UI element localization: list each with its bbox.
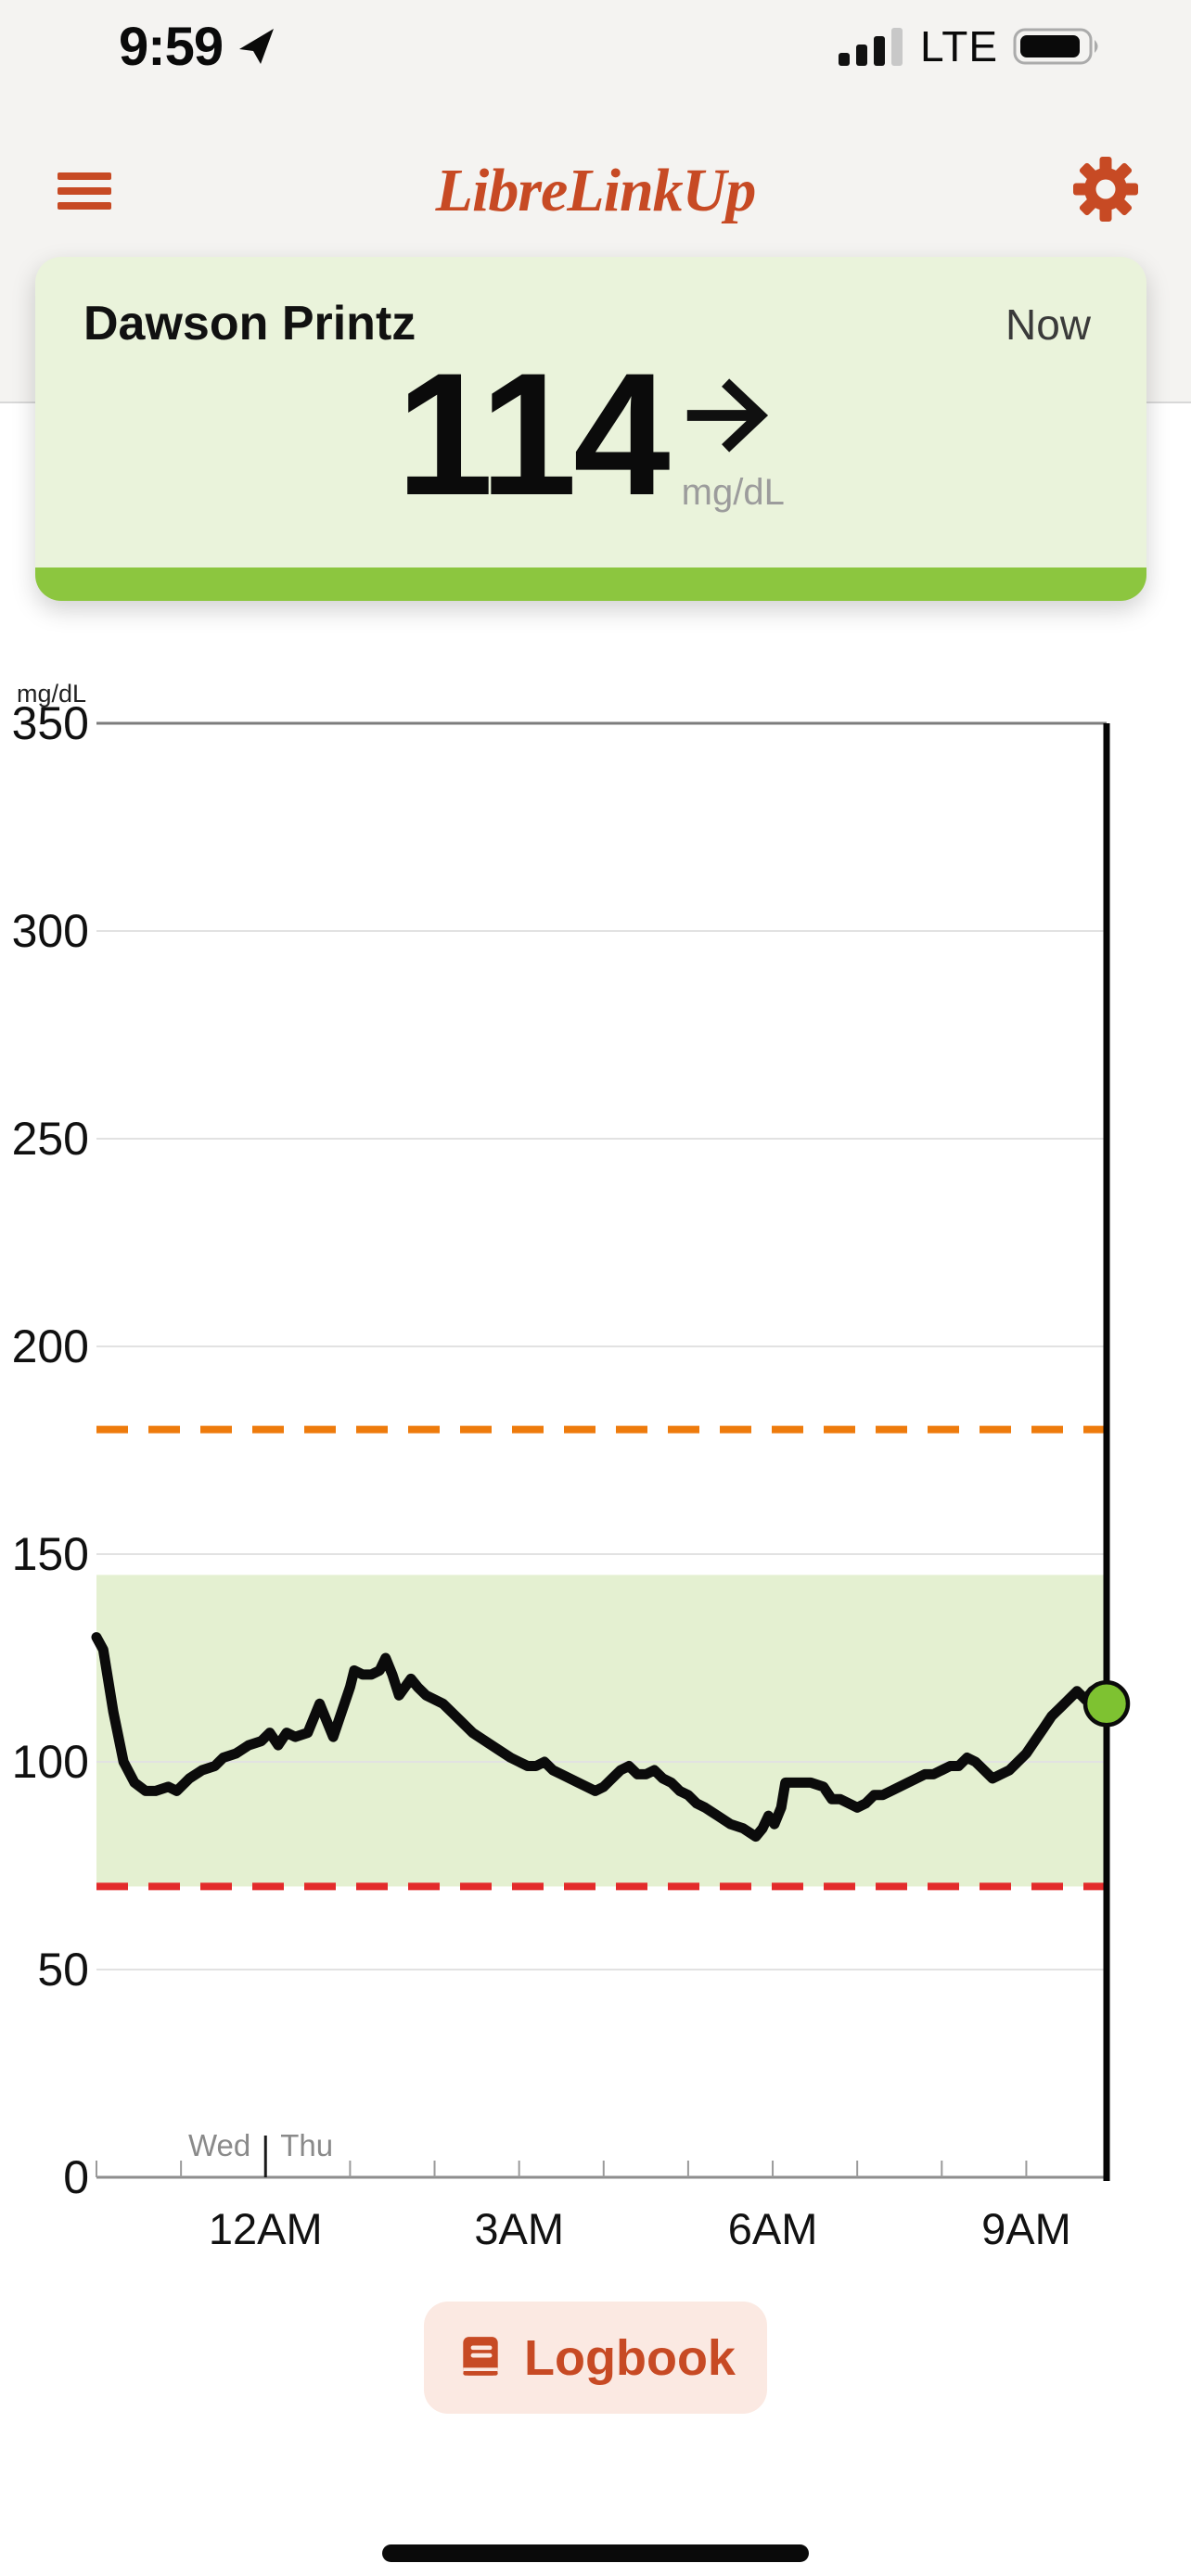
y-axis-label-0: 0 — [63, 2151, 89, 2203]
menu-button[interactable] — [58, 172, 111, 210]
location-arrow-icon — [236, 26, 276, 67]
y-axis-label-200: 200 — [12, 1320, 89, 1372]
signal-strength-icon — [839, 27, 905, 66]
hamburger-icon — [58, 172, 111, 180]
y-axis-label-300: 300 — [12, 905, 89, 957]
glucose-chart: 0 50 100 150 200 250 300 350 mg/dL Wed Thu 12AM 3AM 6… — [0, 649, 1191, 2281]
target-range-band — [96, 1575, 1107, 1887]
x-axis-label-6AM: 6AM — [728, 2204, 818, 2253]
clock-time: 9:59 — [119, 16, 224, 77]
x-axis-label-3AM: 3AM — [474, 2204, 564, 2253]
glucose-value: 114 — [396, 337, 670, 531]
patient-name: Dawson Printz — [83, 297, 416, 351]
gear-icon — [1072, 156, 1139, 223]
reading-time-label: Now — [1005, 300, 1091, 349]
glucose-unit: mg/dL — [681, 472, 785, 513]
network-type-label: LTE — [920, 22, 998, 70]
status-left-cluster: 9:59 — [119, 16, 276, 78]
app-title: LibreLinkUp — [435, 157, 757, 224]
logbook-label: Logbook — [524, 2329, 736, 2386]
trend-arrow-icon — [676, 361, 786, 470]
day-label-left: Wed — [188, 2128, 250, 2162]
y-axis-label-100: 100 — [12, 1736, 89, 1788]
x-axis-label-9AM: 9AM — [981, 2204, 1071, 2253]
y-axis-label-250: 250 — [12, 1113, 89, 1165]
app-header: LibreLinkUp — [0, 93, 1191, 292]
y-axis-label-350: 350 — [12, 697, 89, 749]
current-reading-dot — [1082, 1680, 1131, 1728]
status-bar: 9:59 LTE — [0, 0, 1191, 93]
patient-card[interactable]: Dawson Printz Now 114 mg/dL — [35, 257, 1146, 601]
settings-button[interactable] — [1072, 156, 1139, 223]
x-axis-label-12AM: 12AM — [209, 2204, 323, 2253]
battery-icon — [1013, 26, 1102, 67]
status-right-cluster: LTE — [839, 21, 1102, 71]
y-axis-label-50: 50 — [37, 1944, 89, 1996]
y-axis-label-150: 150 — [12, 1528, 89, 1580]
book-icon — [455, 2333, 506, 2383]
glucose-reading: 114 mg/dL — [35, 337, 1146, 531]
logbook-button[interactable]: Logbook — [424, 2302, 767, 2414]
in-range-status-bar — [35, 567, 1146, 601]
y-axis-unit-label: mg/dL — [17, 680, 86, 708]
day-label-right: Thu — [280, 2128, 333, 2162]
glucose-trace — [91, 1632, 1112, 1843]
home-indicator[interactable] — [382, 2544, 809, 2562]
card-top-row: Dawson Printz Now — [35, 257, 1146, 351]
